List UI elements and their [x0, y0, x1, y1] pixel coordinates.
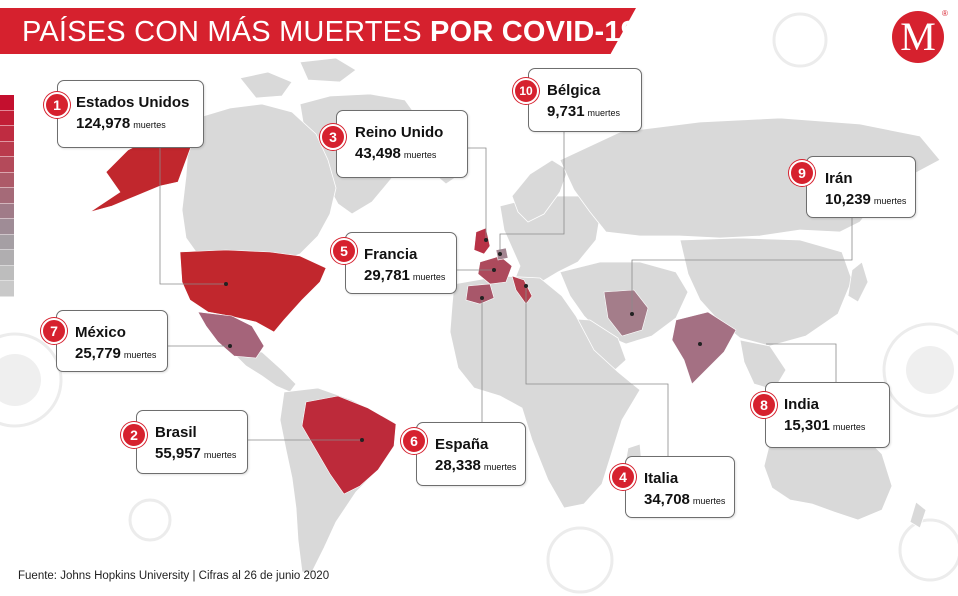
country-spain — [465, 283, 495, 305]
highlighted-countries — [89, 131, 737, 495]
title-light: PAÍSES CON MÁS MUERTES — [22, 16, 422, 48]
death-count: 55,957 muertes — [155, 445, 236, 462]
country-name: Estados Unidos — [76, 94, 190, 111]
country-mexico — [197, 311, 265, 359]
legend-step — [0, 188, 14, 204]
leader-lines — [159, 130, 853, 490]
country-name: México — [75, 324, 126, 341]
legend-step — [0, 126, 14, 142]
country-iran — [603, 289, 649, 337]
death-value: 15,301 — [784, 417, 830, 434]
rank-badge-5: 5 — [331, 238, 357, 264]
milenio-logo: M — [892, 11, 944, 63]
death-count: 29,781 muertes — [364, 267, 445, 284]
death-unit: muertes — [873, 196, 907, 206]
country-name: Reino Unido — [355, 124, 444, 141]
legend-step — [0, 234, 14, 250]
country-name: Italia — [644, 470, 679, 487]
death-value: 34,708 — [644, 491, 690, 508]
country-name: Francia — [364, 246, 418, 263]
country-name: Bélgica — [547, 82, 601, 99]
card-brasil: Brasil 55,957 muertes — [136, 410, 248, 474]
rank-badge-9: 9 — [789, 160, 815, 186]
card-india: India 15,301 muertes — [765, 382, 890, 448]
card-espana: España 28,338 muertes — [416, 422, 526, 486]
death-unit: muertes — [483, 462, 517, 472]
death-unit: muertes — [832, 422, 866, 432]
death-unit: muertes — [412, 272, 446, 282]
source-note: Fuente: Johns Hopkins University | Cifra… — [18, 570, 330, 582]
card-reino-unido: Reino Unido 43,498 muertes — [336, 110, 468, 178]
country-brazil — [301, 395, 397, 495]
death-value: 10,239 — [825, 191, 871, 208]
death-value: 9,731 — [547, 103, 585, 120]
legend-step — [0, 203, 14, 219]
rank-badge-4: 4 — [610, 464, 636, 490]
card-iran: Irán 10,239 muertes — [806, 156, 916, 218]
page-title: PAÍSES CON MÁS MUERTES POR COVID-19 — [22, 16, 637, 49]
rank-badge-2: 2 — [121, 422, 147, 448]
title-bold: POR COVID-19 — [430, 16, 638, 48]
death-count: 34,708 muertes — [644, 491, 725, 508]
death-count: 124,978 muertes — [76, 115, 166, 132]
death-count: 15,301 muertes — [784, 417, 865, 434]
rank-badge-6: 6 — [401, 428, 427, 454]
card-belgica: Bélgica 9,731 muertes — [528, 68, 642, 132]
death-value: 29,781 — [364, 267, 410, 284]
registered-mark: ® — [942, 9, 948, 18]
legend-step — [0, 250, 14, 266]
legend-step — [0, 95, 14, 111]
country-name: España — [435, 436, 489, 453]
legend-step — [0, 172, 14, 188]
country-usa — [179, 249, 327, 333]
rank-badge-7: 7 — [41, 318, 67, 344]
death-value: 55,957 — [155, 445, 201, 462]
legend-step — [0, 281, 14, 297]
land — [181, 57, 941, 573]
country-name: Irán — [825, 170, 853, 187]
death-value: 43,498 — [355, 145, 401, 162]
death-value: 124,978 — [76, 115, 131, 132]
death-unit: muertes — [123, 350, 157, 360]
death-count: 10,239 muertes — [825, 191, 906, 208]
legend-step — [0, 157, 14, 173]
death-count: 9,731 muertes — [547, 103, 620, 120]
country-italy — [511, 275, 533, 305]
card-mexico: México 25,779 muertes — [56, 310, 168, 372]
legend-step — [0, 110, 14, 126]
country-india — [671, 311, 737, 385]
legend-step — [0, 141, 14, 157]
country-markers — [224, 238, 702, 442]
legend-step — [0, 265, 14, 281]
death-value: 25,779 — [75, 345, 121, 362]
rank-badge-3: 3 — [320, 124, 346, 150]
death-count: 28,338 muertes — [435, 457, 516, 474]
death-unit: muertes — [403, 150, 437, 160]
color-scale-legend — [0, 95, 14, 297]
rank-badge-8: 8 — [751, 392, 777, 418]
country-name: Brasil — [155, 424, 197, 441]
death-unit: muertes — [587, 108, 621, 118]
rank-badge-1: 1 — [44, 92, 70, 118]
death-unit: muertes — [203, 450, 237, 460]
death-count: 25,779 muertes — [75, 345, 156, 362]
title-banner — [0, 8, 636, 54]
card-estados-unidos: Estados Unidos 124,978 muertes — [57, 80, 204, 148]
death-unit: muertes — [133, 120, 166, 130]
card-francia: Francia 29,781 muertes — [345, 232, 457, 294]
virus-decoration — [0, 12, 958, 594]
death-value: 28,338 — [435, 457, 481, 474]
legend-step — [0, 219, 14, 235]
death-unit: muertes — [692, 496, 726, 506]
death-count: 43,498 muertes — [355, 145, 436, 162]
country-name: India — [784, 396, 820, 413]
rank-badge-10: 10 — [513, 78, 539, 104]
card-italia: Italia 34,708 muertes — [625, 456, 735, 518]
